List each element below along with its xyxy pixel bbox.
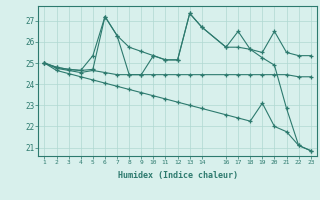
X-axis label: Humidex (Indice chaleur): Humidex (Indice chaleur) [118, 171, 238, 180]
